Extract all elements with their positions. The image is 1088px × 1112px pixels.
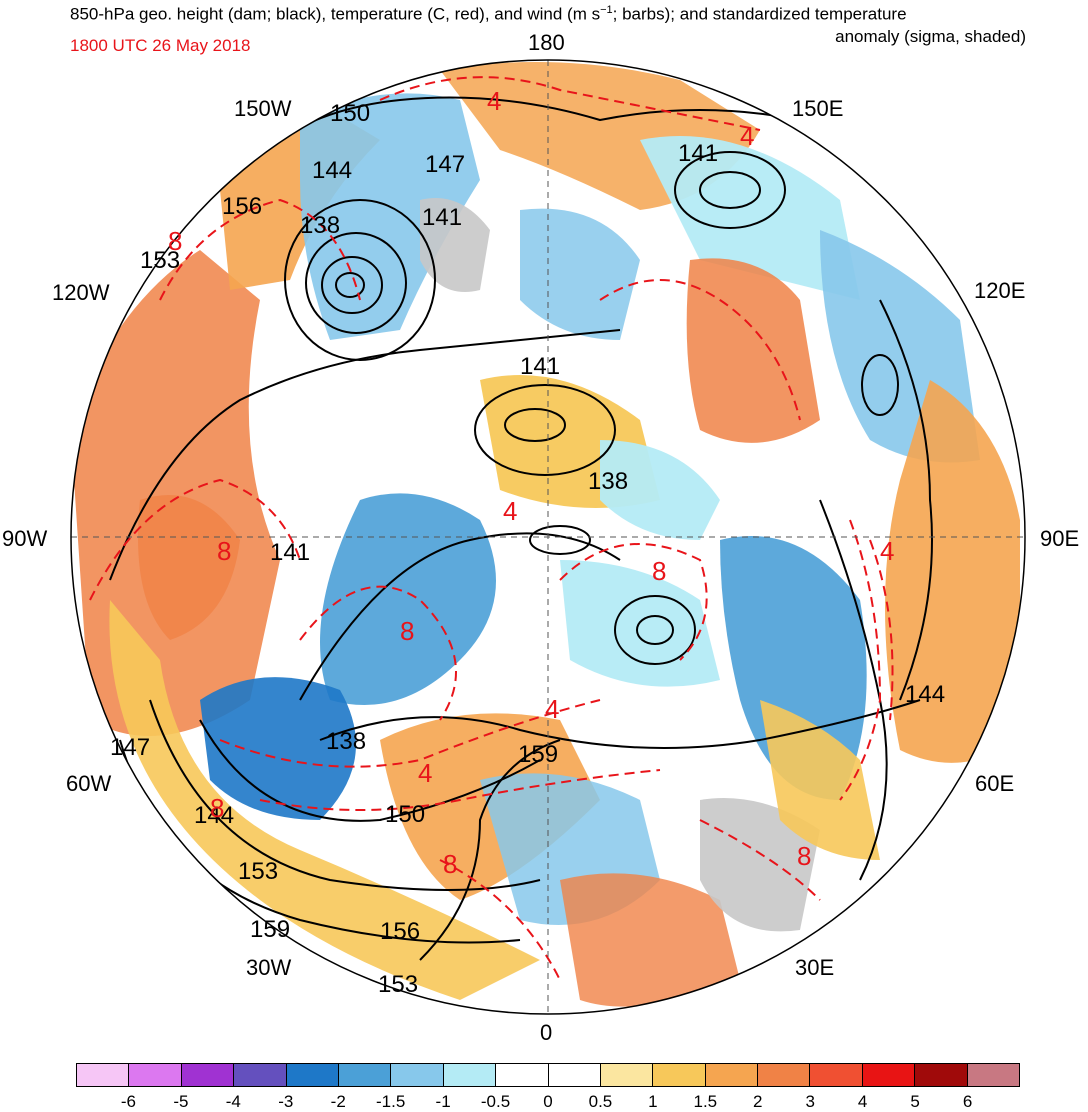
height-contour-label: 156 bbox=[222, 193, 262, 220]
lon-label-60w: 60W bbox=[66, 771, 112, 796]
lon-label-0: 0 bbox=[540, 1020, 553, 1045]
polar-map: 150 144 147 141 141 156 138 153 141 138 141 138 159 1… bbox=[70, 59, 1026, 1015]
colorbar-cell bbox=[967, 1064, 1020, 1086]
temperature-contour-label: 4 bbox=[418, 758, 432, 788]
height-contour-label: 141 bbox=[520, 353, 560, 380]
colorbar-cell bbox=[391, 1064, 444, 1086]
temperature-contour-label: 8 bbox=[443, 849, 457, 879]
colorbar-tick-label: 2 bbox=[753, 1092, 763, 1111]
temperature-contours bbox=[89, 76, 894, 981]
colorbar-cell bbox=[915, 1064, 968, 1086]
temperature-labels: 4 4 8 8 8 8 4 4 4 8 8 8 4 bbox=[168, 86, 894, 879]
anomaly-shading bbox=[71, 62, 1020, 1007]
colorbar-tick-label: 6 bbox=[962, 1092, 973, 1111]
lon-label-120w: 120W bbox=[52, 280, 110, 305]
height-contour-label: 144 bbox=[194, 802, 234, 829]
temperature-contour-label: 8 bbox=[652, 556, 666, 586]
colorbar-cell bbox=[758, 1064, 811, 1086]
temperature-contour-label: 8 bbox=[210, 793, 224, 823]
colorbar-tick-label: -1 bbox=[435, 1092, 451, 1111]
height-contour-label: 138 bbox=[326, 728, 366, 755]
colorbar-tick-label: 0.5 bbox=[588, 1092, 613, 1111]
colorbar-cell bbox=[548, 1064, 601, 1086]
colorbar-tick-label: -6 bbox=[120, 1092, 136, 1111]
colorbar-ticks: -6 -5 -4 -3 -2 -1.5 -1 -0.5 0 0.5 1 1.5 2 3 4 5 6 bbox=[76, 1092, 1020, 1112]
lon-label-30w: 30W bbox=[246, 955, 292, 980]
colorbar-cell bbox=[181, 1064, 235, 1086]
colorbar-cell bbox=[496, 1064, 549, 1086]
height-contour-label: 156 bbox=[380, 918, 420, 945]
height-contour-label: 147 bbox=[110, 734, 150, 761]
height-contour-label: 141 bbox=[270, 539, 310, 566]
lon-label-90e: 90E bbox=[1040, 526, 1080, 551]
graticule bbox=[71, 60, 1025, 1014]
height-contour-label: 153 bbox=[140, 247, 180, 274]
colorbar-cell bbox=[129, 1064, 182, 1086]
lon-label-60e: 60E bbox=[975, 771, 1015, 796]
temperature-contour-label: 8 bbox=[797, 841, 811, 871]
temperature-contour-label: 4 bbox=[740, 121, 754, 151]
lon-label-150w: 150W bbox=[234, 96, 292, 121]
colorbar-tick-label: -1.5 bbox=[376, 1092, 406, 1111]
map-disk bbox=[71, 60, 1025, 1014]
temperature-contour-label: 8 bbox=[217, 536, 231, 566]
lon-label-150e: 150E bbox=[792, 96, 844, 121]
colorbar-tick-label: -0.5 bbox=[480, 1092, 511, 1111]
lon-label-120e: 120E bbox=[974, 278, 1026, 303]
height-contour-label: 144 bbox=[905, 681, 945, 708]
colorbar-cell bbox=[77, 1064, 130, 1086]
colorbar-cell bbox=[338, 1064, 392, 1086]
height-contour-label: 138 bbox=[588, 468, 628, 495]
colorbar-cell bbox=[600, 1064, 654, 1086]
height-contour-label: 159 bbox=[250, 916, 290, 943]
temperature-contour-label: 4 bbox=[503, 496, 517, 526]
temperature-contour-label: 8 bbox=[400, 616, 414, 646]
colorbar-cell bbox=[286, 1064, 339, 1086]
colorbar-tick-label: -2 bbox=[330, 1092, 346, 1111]
height-contour-label: 159 bbox=[518, 741, 558, 768]
colorbar-tick-label: 4 bbox=[857, 1092, 868, 1111]
map-border bbox=[70, 59, 1026, 1015]
height-contour-label: 147 bbox=[425, 151, 465, 178]
height-contour-label: 150 bbox=[330, 100, 370, 127]
map-title-line2: anomaly (sigma, shaded) bbox=[835, 27, 1026, 46]
height-contours bbox=[109, 96, 933, 961]
height-contour-label: 150 bbox=[385, 801, 425, 828]
colorbar-tick-label: 3 bbox=[805, 1092, 815, 1111]
valid-time: 1800 UTC 26 May 2018 bbox=[70, 36, 251, 55]
colorbar-tick-label: 1 bbox=[648, 1092, 658, 1111]
colorbar-tick-label: 0 bbox=[543, 1092, 553, 1111]
colorbar-tick-label: 1.5 bbox=[693, 1092, 718, 1111]
map-title: 850-hPa geo. height (dam; black), temper… bbox=[70, 4, 907, 24]
colorbar-cell bbox=[810, 1064, 863, 1086]
colorbar-tick-label: -4 bbox=[225, 1092, 241, 1111]
height-contour-label: 141 bbox=[422, 204, 462, 231]
colorbar-tick-label: -5 bbox=[173, 1092, 189, 1111]
colorbar-cell bbox=[234, 1064, 287, 1086]
height-contour-label: 153 bbox=[378, 971, 418, 998]
colorbar-cell bbox=[862, 1064, 916, 1086]
temperature-contour-label: 8 bbox=[168, 226, 182, 256]
height-labels: 150 144 147 141 141 156 138 153 141 138 141 138 159 1… bbox=[110, 100, 945, 998]
lon-label-90w: 90W bbox=[2, 526, 48, 551]
colorbar-cell bbox=[705, 1064, 759, 1086]
lon-label-180: 180 bbox=[528, 30, 565, 55]
lon-label-30e: 30E bbox=[795, 955, 835, 980]
temperature-contour-label: 4 bbox=[545, 694, 559, 724]
height-contour-label: 153 bbox=[238, 858, 278, 885]
anomaly-colorbar bbox=[76, 1063, 1020, 1087]
colorbar-cell bbox=[653, 1064, 706, 1086]
temperature-contour-label: 4 bbox=[487, 86, 501, 116]
colorbar-cell bbox=[443, 1064, 497, 1086]
colorbar-tick-label: -3 bbox=[278, 1092, 294, 1111]
height-contour-label: 141 bbox=[678, 140, 718, 167]
height-contour-label: 144 bbox=[312, 157, 352, 184]
height-contour-label: 138 bbox=[300, 212, 340, 239]
colorbar-tick-label: 5 bbox=[910, 1092, 920, 1111]
temperature-contour-label: 4 bbox=[880, 536, 894, 566]
